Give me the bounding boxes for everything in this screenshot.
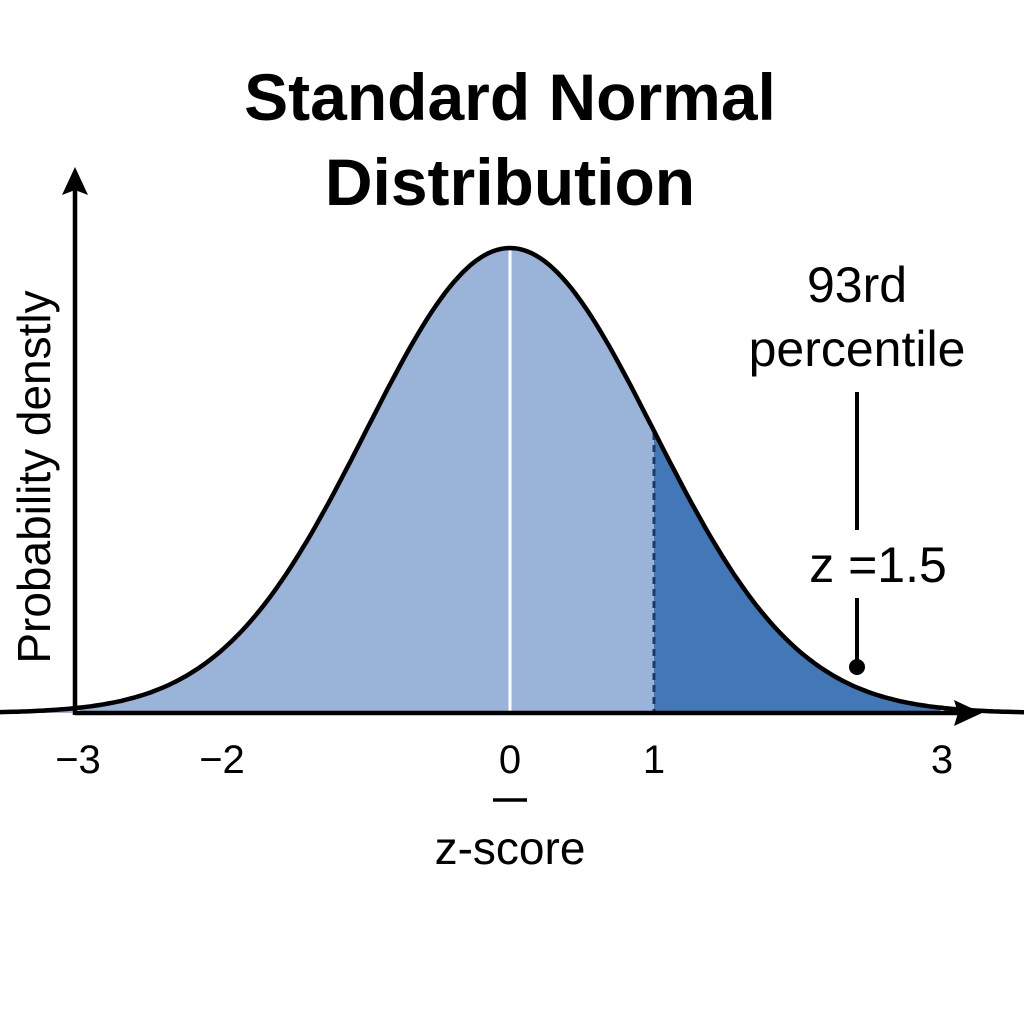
x-axis-arrow-icon (954, 700, 982, 726)
shaded-region-below (0, 248, 654, 713)
chart-title: Standard Normal Distribution (244, 60, 776, 219)
x-tick-label: −3 (55, 738, 101, 782)
density-curve (0, 245, 1024, 715)
shaded-region-above (654, 430, 1024, 713)
annotation-point (849, 659, 865, 675)
x-tick-label: 0 (499, 738, 521, 782)
y-axis-arrow-icon (62, 167, 88, 195)
x-tick-label: 1 (643, 738, 665, 782)
x-tick-label: 3 (931, 738, 953, 782)
percentile-annotation: percentile (749, 321, 966, 377)
x-axis-label: z-score (435, 822, 586, 874)
y-axis-label: Probability denstly (8, 290, 60, 663)
chart-title-line: Standard Normal (244, 60, 776, 134)
x-tick-label: −2 (199, 738, 245, 782)
chart-title-line: Distribution (325, 145, 695, 219)
z-value-annotation: z =1.5 (809, 537, 947, 593)
percentile-annotation: 93rd (807, 257, 907, 313)
